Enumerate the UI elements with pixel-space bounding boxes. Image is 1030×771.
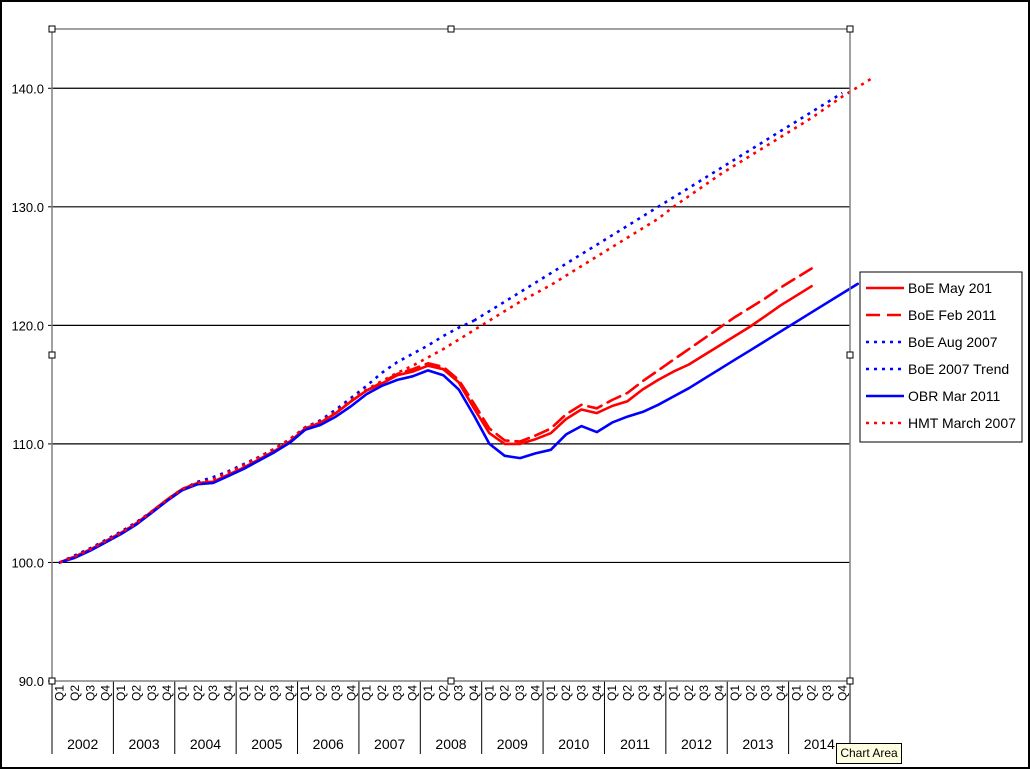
legend-entry[interactable]: BoE May 201 (908, 280, 992, 296)
quarter-tick-label: Q1 (482, 685, 496, 701)
quarter-tick-label: Q3 (820, 685, 834, 701)
legend-entry[interactable]: HMT March 2007 (908, 415, 1016, 431)
selection-handle[interactable] (846, 351, 854, 359)
year-label: 2009 (497, 736, 528, 752)
quarter-tick-label: Q2 (436, 685, 450, 701)
y-tick-label: 130.0 (11, 200, 44, 215)
quarter-tick-label: Q1 (667, 685, 681, 701)
quarter-tick-label: Q1 (360, 685, 374, 701)
quarter-tick-label: Q4 (221, 685, 235, 701)
legend[interactable]: BoE May 201 BoE Feb 2011 BoE Aug 2007 BoE 2… (859, 271, 1023, 443)
quarter-tick-label: Q4 (774, 685, 788, 701)
selection-handle[interactable] (447, 25, 455, 33)
quarter-tick-label: Q1 (789, 685, 803, 701)
selection-handle[interactable] (48, 677, 56, 685)
quarter-tick-label: Q3 (268, 685, 282, 701)
quarter-tick-label: Q1 (544, 685, 558, 701)
quarter-tick-label: Q3 (83, 685, 97, 701)
quarter-tick-label: Q3 (390, 685, 404, 701)
legend-entry[interactable]: OBR Mar 2011 (908, 388, 1001, 404)
y-axis-ticks: 90.0 100.0 110.0 120.0 130.0 140.0 (11, 81, 52, 689)
quarter-tick-label: Q2 (375, 685, 389, 701)
quarter-tick-label: Q3 (145, 685, 159, 701)
quarter-tick-label: Q3 (636, 685, 650, 701)
legend-box (859, 271, 1023, 443)
y-tick-label: 140.0 (11, 81, 44, 96)
quarter-tick-label: Q1 (728, 685, 742, 701)
year-label: 2005 (251, 736, 282, 752)
quarter-tick-label: Q4 (528, 685, 542, 701)
quarter-tick-label: Q1 (605, 685, 619, 701)
year-label: 2011 (620, 736, 650, 752)
plot-area[interactable] (52, 29, 850, 681)
quarter-tick-label: Q4 (160, 685, 174, 701)
year-label: 2008 (435, 736, 466, 752)
chart-area-tooltip: Chart Area (836, 743, 902, 764)
quarter-tick-label: Q1 (53, 685, 67, 701)
quarter-tick-label: Q3 (206, 685, 220, 701)
series-line[interactable] (473, 91, 843, 322)
selection-handle[interactable] (48, 351, 56, 359)
quarter-tick-label: Q3 (452, 685, 466, 701)
year-label: 2013 (742, 736, 773, 752)
quarter-tick-label: Q4 (467, 685, 481, 701)
quarter-tick-label: Q1 (421, 685, 435, 701)
quarter-tick-label: Q1 (175, 685, 189, 701)
quarter-tick-label: Q2 (68, 685, 82, 701)
quarter-tick-label: Q2 (498, 685, 512, 701)
legend-entry[interactable]: BoE Feb 2011 (908, 307, 997, 323)
quarter-tick-label: Q2 (682, 685, 696, 701)
quarter-tick-label: Q2 (129, 685, 143, 701)
quarter-tick-label: Q1 (114, 685, 128, 701)
year-label: 2004 (190, 736, 221, 752)
gridlines (52, 87, 850, 564)
year-label: 2006 (313, 736, 344, 752)
quarter-tick-label: Q2 (620, 685, 634, 701)
quarter-tick-label: Q4 (283, 685, 297, 701)
y-tick-label: 100.0 (11, 555, 44, 570)
quarter-tick-label: Q4 (99, 685, 113, 701)
quarter-tick-label: Q4 (835, 685, 849, 701)
quarter-tick-label: Q3 (329, 685, 343, 701)
quarter-tick-label: Q2 (314, 685, 328, 701)
quarter-tick-label: Q2 (805, 685, 819, 701)
quarter-tick-label: Q4 (344, 685, 358, 701)
selection-handle[interactable] (846, 25, 854, 33)
year-label: 2007 (374, 736, 405, 752)
x-axis: Q1 Q2 Q3 Q4 Q1 Q2 Q3 Q4 Q1 Q2 Q3 Q4 Q1 Q2 Q3 Q4 Q1 Q2 Q3 Q4… (51, 680, 851, 754)
quarter-tick-label: Q1 (237, 685, 251, 701)
year-label: 2002 (67, 736, 98, 752)
y-tick-label: 110.0 (12, 437, 44, 452)
year-label: 2012 (681, 736, 712, 752)
quarter-tick-label: Q2 (559, 685, 573, 701)
selection-handles[interactable] (48, 25, 854, 685)
series-lines (58, 76, 874, 564)
quarter-tick-label: Q3 (574, 685, 588, 701)
quarter-tick-label: Q2 (252, 685, 266, 701)
y-tick-label: 90.0 (19, 674, 44, 689)
legend-entry[interactable]: BoE Aug 2007 (908, 334, 998, 350)
selection-handle[interactable] (447, 677, 455, 685)
quarter-tick-label: Q3 (759, 685, 773, 701)
quarter-tick-label: Q2 (191, 685, 205, 701)
selection-handle[interactable] (48, 25, 56, 33)
y-tick-label: 120.0 (11, 318, 44, 333)
quarter-tick-label: Q3 (697, 685, 711, 701)
quarter-tick-label: Q4 (651, 685, 665, 701)
quarter-tick-label: Q3 (513, 685, 527, 701)
year-label: 2003 (128, 736, 159, 752)
quarter-tick-label: Q2 (743, 685, 757, 701)
year-label: 2010 (558, 736, 589, 752)
quarter-tick-label: Q4 (590, 685, 604, 701)
legend-entry[interactable]: BoE 2007 Trend (908, 361, 1009, 377)
quarter-tick-label: Q4 (406, 685, 420, 701)
quarter-tick-label: Q4 (713, 685, 727, 701)
selection-handle[interactable] (846, 677, 854, 685)
year-label: 2014 (804, 736, 835, 752)
quarter-tick-label: Q1 (298, 685, 312, 701)
